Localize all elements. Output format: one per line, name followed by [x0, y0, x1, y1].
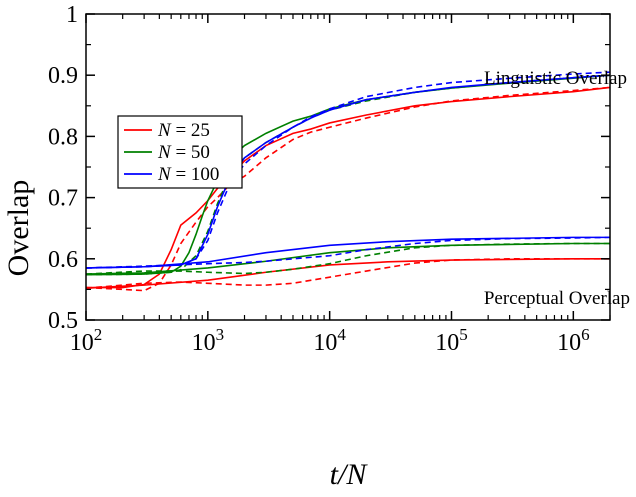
- legend-label: N = 50: [157, 142, 210, 163]
- legend-label: N = 100: [157, 164, 219, 185]
- series-line-perc-100-solid: [85, 236, 610, 269]
- annotation-linguistic-overlap: Linguistic Overlap: [484, 68, 627, 89]
- x-tick-label: 105: [435, 325, 468, 356]
- legend: N = 25N = 50N = 100: [117, 115, 243, 189]
- y-tick-label: 0.5: [48, 308, 78, 334]
- y-axis-title: Overlap: [2, 180, 35, 277]
- series-line-perc-25-dashed: [85, 258, 610, 289]
- series-line-perc-100-dashed: [85, 236, 611, 269]
- annotation-layer: Linguistic Overlap Perceptual Overlap: [484, 68, 630, 309]
- x-axis-title: t/N: [330, 458, 369, 491]
- legend-label: N = 25: [157, 120, 210, 141]
- annotation-perceptual-overlap: Perceptual Overlap: [484, 288, 630, 309]
- y-tick-label: 1: [66, 2, 78, 28]
- y-tick-label: 0.6: [48, 247, 78, 273]
- series-line-perc-50-dashed: [85, 242, 610, 275]
- y-tick-label: 0.9: [48, 63, 78, 89]
- series-line-perc-25-solid: [85, 258, 610, 289]
- tick-layer: 0.5 0.6 0.7 0.8 0.9 1 102 103 104 105 106: [48, 2, 611, 356]
- series-line-ling-25-dashed: [85, 86, 611, 292]
- y-tick-label: 0.8: [48, 124, 78, 150]
- y-tick-label: 0.7: [48, 186, 78, 212]
- x-tick-label: 106: [557, 325, 590, 356]
- series-line-ling-100-solid: [85, 74, 611, 269]
- series-line-perc-50-solid: [85, 242, 610, 275]
- series-layer: [85, 71, 611, 292]
- x-tick-label: 102: [70, 325, 103, 356]
- series-line-ling-100-dashed: [85, 71, 611, 269]
- x-tick-label: 104: [313, 325, 346, 356]
- x-tick-label: 103: [192, 325, 225, 356]
